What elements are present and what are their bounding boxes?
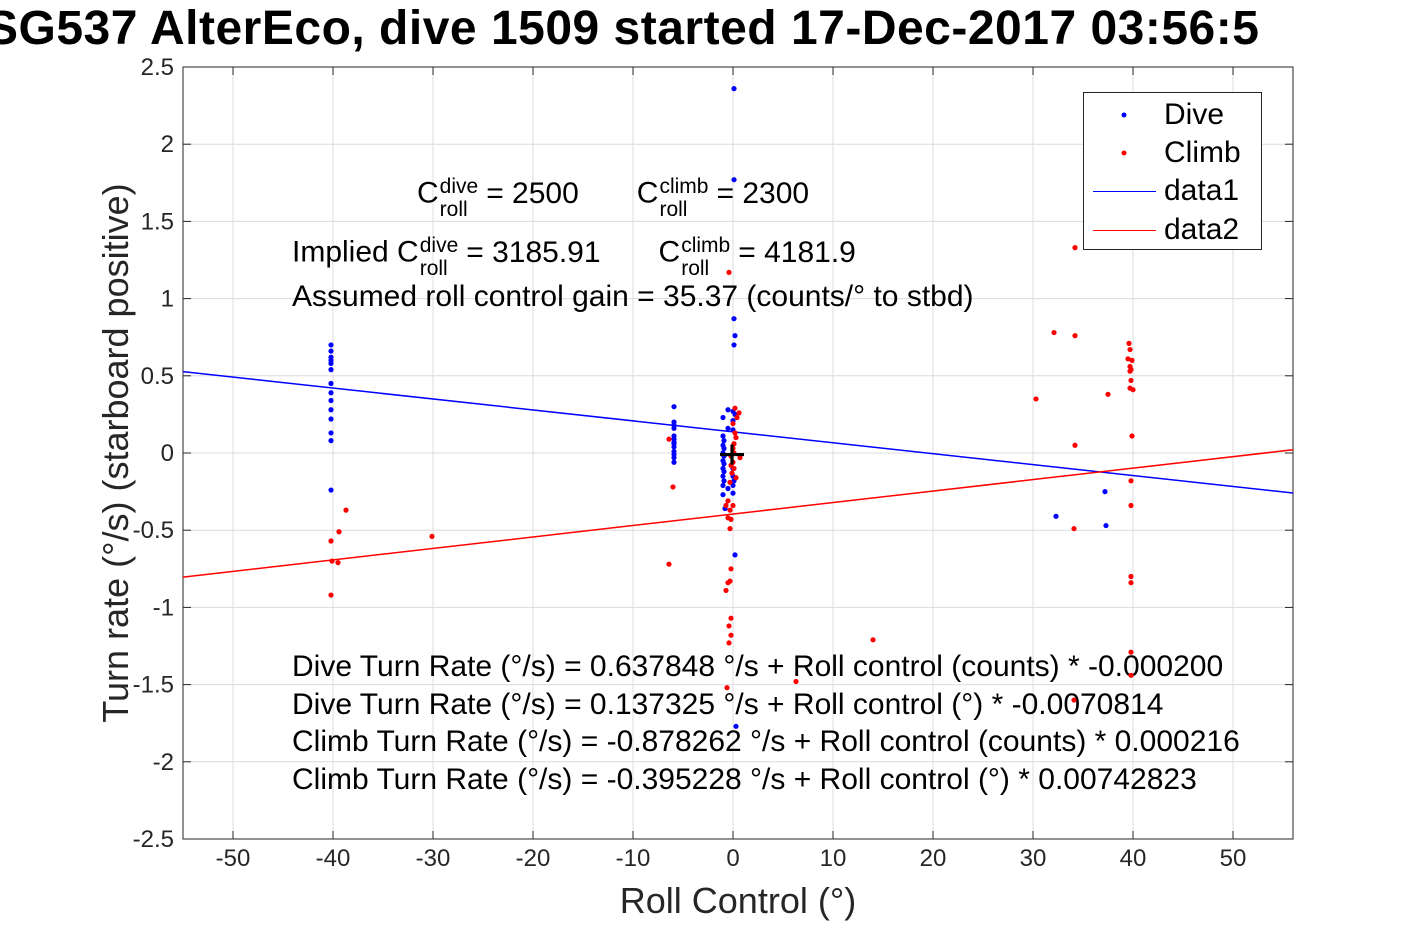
roll-gain-annotation: Assumed roll control gain = 35.37 (count…	[292, 280, 974, 313]
y-tick-label: 2	[161, 131, 174, 158]
formula-base: C	[658, 235, 681, 269]
y-tick-label: 0.5	[141, 363, 174, 390]
data1-line-icon	[1093, 191, 1156, 193]
x-tick-label: -10	[616, 845, 651, 872]
x-tick-label: 20	[920, 845, 947, 872]
formula-base: C	[636, 176, 659, 210]
formula-sub: roll	[419, 256, 448, 280]
legend-item-climb: Climb	[1084, 134, 1261, 172]
x-tick-label: 30	[1020, 845, 1047, 872]
formula-sub: roll	[659, 197, 688, 221]
formula-base: C	[417, 176, 439, 210]
y-tick-label: 1	[161, 286, 174, 313]
x-tick-label: -20	[516, 845, 551, 872]
y-tick-label: -1.5	[133, 672, 174, 699]
y-tick-label: 2.5	[141, 54, 174, 81]
formula-value: = 3185.91	[466, 235, 601, 269]
legend-marker-cell	[1084, 96, 1164, 134]
climb-degrees-equation: Climb Turn Rate (°/s) = -0.395228 °/s + …	[292, 762, 1197, 796]
formula-sup: dive	[439, 175, 479, 198]
formula-sub: roll	[439, 197, 468, 221]
x-tick-label: -30	[416, 845, 451, 872]
y-tick-label: -1	[153, 594, 174, 621]
formula-base: C	[397, 235, 419, 269]
legend-marker-cell	[1084, 172, 1164, 210]
x-tick-label: 10	[820, 845, 847, 872]
formula-sup: climb	[659, 175, 709, 198]
formula-value: = 4181.9	[738, 235, 856, 269]
dive-dot-icon	[1121, 112, 1127, 118]
legend-box: Dive Climb data1 data2	[1083, 92, 1262, 250]
formula-sup: dive	[419, 234, 459, 257]
legend-label-data2: data2	[1164, 212, 1240, 246]
dive-counts-equation: Dive Turn Rate (°/s) = 0.637848 °/s + Ro…	[292, 650, 1224, 683]
formula-supsub: dive roll	[419, 234, 459, 280]
y-tick-label: -2	[153, 749, 174, 776]
dive-degrees-equation: Dive Turn Rate (°/s) = 0.137325 °/s + Ro…	[292, 687, 1164, 721]
x-tick-label: 0	[726, 845, 739, 872]
formula-supsub: climb roll	[681, 234, 731, 280]
legend-item-dive: Dive	[1084, 96, 1261, 134]
y-axis-label: Turn rate (°/s) (starboard positive)	[95, 183, 136, 723]
legend-item-data1: data1	[1084, 172, 1261, 210]
chart-title: SG537 AlterEco, dive 1509 started 17-Dec…	[0, 2, 1260, 55]
legend-item-data2: data2	[1084, 211, 1261, 249]
x-tick-label: -40	[316, 845, 351, 872]
formula-supsub: climb roll	[659, 175, 709, 221]
climb-dot-icon	[1121, 150, 1127, 156]
climb-counts-equation: Climb Turn Rate (°/s) = -0.878262 °/s + …	[292, 725, 1240, 758]
data2-line-icon	[1093, 229, 1156, 231]
x-tick-label: -50	[216, 845, 251, 872]
legend-label-data1: data1	[1164, 174, 1240, 208]
formula-value: = 2300	[716, 176, 810, 210]
legend-marker-cell	[1084, 134, 1164, 172]
fit-equations-block: Dive Turn Rate (°/s) = 0.637848 °/s + Ro…	[292, 648, 1240, 798]
y-tick-label: -2.5	[133, 826, 174, 853]
legend-marker-cell	[1084, 211, 1164, 249]
formula-supsub: dive roll	[439, 175, 479, 221]
legend-label-dive: Dive	[1164, 98, 1225, 132]
formula-sup: climb	[681, 234, 731, 257]
y-tick-label: 0	[161, 440, 174, 467]
y-tick-label: 1.5	[141, 208, 174, 235]
x-axis-label: Roll Control (°)	[619, 880, 857, 921]
formula-value: = 2500	[486, 176, 579, 210]
implied-prefix: Implied	[292, 235, 398, 269]
legend-label-climb: Climb	[1164, 136, 1241, 170]
x-tick-label: 40	[1120, 845, 1147, 872]
x-tick-label: 50	[1220, 845, 1247, 872]
formula-sub: roll	[681, 256, 710, 280]
y-tick-label: -0.5	[133, 517, 174, 544]
